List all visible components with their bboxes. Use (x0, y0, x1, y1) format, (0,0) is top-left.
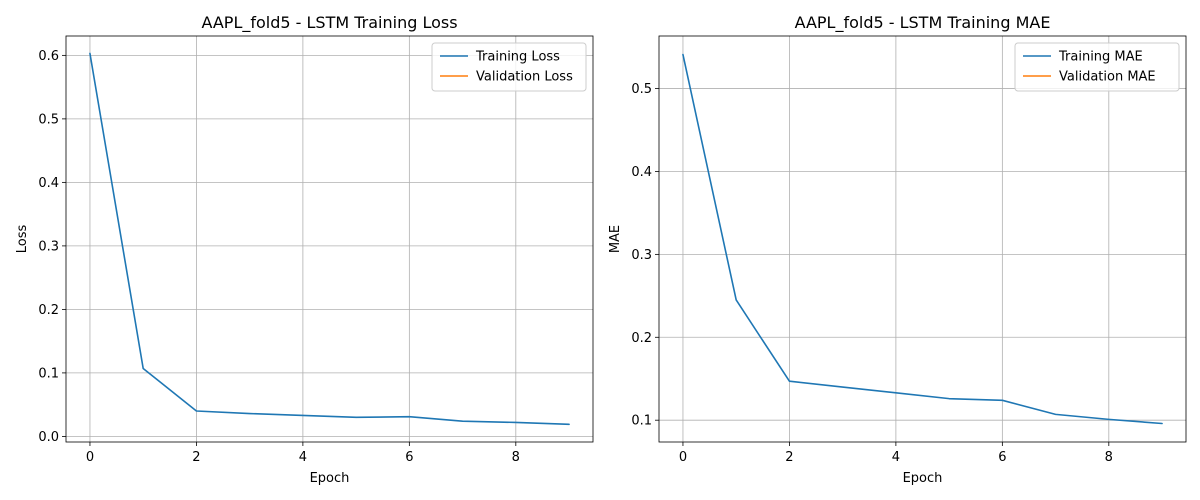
loss-ytick-label-2: 0.2 (38, 303, 59, 318)
mae-legend-box (1014, 42, 1180, 92)
loss-series-training-loss (89, 52, 570, 426)
loss-ytick-label-4: 0.4 (38, 176, 59, 191)
loss-chart-title: AAPL_fold5 - LSTM Training Loss (201, 13, 457, 33)
loss-ytick-label-3: 0.3 (38, 239, 59, 254)
loss-legend-label-validation-loss: Validation Loss (476, 70, 573, 85)
mae-ytick-label-4: 0.5 (631, 82, 652, 97)
loss-x-axis-label: Epoch (310, 471, 350, 486)
loss-legend-label-training-loss: Training Loss (475, 50, 560, 65)
mae-chart-title: AAPL_fold5 - LSTM Training MAE (795, 13, 1051, 33)
loss-ytick-label-1: 0.1 (38, 366, 59, 381)
loss-legend: Training Loss Validation Loss (431, 42, 587, 92)
mae-xtick-label-8: 8 (1105, 450, 1113, 465)
mae-xtick-label-6: 6 (998, 450, 1006, 465)
mae-chart-panel: 0 2 4 6 8 0.1 0.2 0.3 0.4 0.5 AAPL_fold5 - LSTM Tr… (608, 13, 1187, 486)
mae-xtick-label-2: 2 (785, 450, 793, 465)
loss-chart-panel: 0 2 4 6 8 0.0 0.1 0.2 0.3 0.4 0.5 0.6 AAPL_fold5 - L… (15, 13, 594, 486)
mae-ytick-label-2: 0.3 (631, 248, 652, 263)
mae-series-training-mae (682, 53, 1163, 425)
loss-axes-frame (65, 35, 594, 443)
loss-y-axis-label: Loss (15, 225, 30, 254)
mae-legend-label-validation-mae: Validation MAE (1059, 70, 1156, 85)
mae-ytick-label-0: 0.1 (631, 414, 652, 429)
loss-ytick-label-0: 0.0 (38, 430, 59, 445)
loss-xtick-label-8: 8 (512, 450, 520, 465)
mae-y-axis-label: MAE (608, 225, 623, 253)
mae-legend: Training MAE Validation MAE (1014, 42, 1180, 92)
loss-ytick-label-6: 0.6 (38, 49, 59, 64)
mae-ytick-label-1: 0.2 (631, 331, 652, 346)
loss-ytick-label-5: 0.5 (38, 112, 59, 127)
mae-legend-label-training-mae: Training MAE (1058, 50, 1143, 65)
loss-xtick-label-2: 2 (192, 450, 200, 465)
loss-xtick-label-4: 4 (299, 450, 307, 465)
mae-ytick-label-3: 0.4 (631, 165, 652, 180)
mae-xtick-label-0: 0 (679, 450, 687, 465)
mae-xtick-label-4: 4 (892, 450, 900, 465)
loss-xtick-label-0: 0 (86, 450, 94, 465)
loss-xtick-label-6: 6 (405, 450, 413, 465)
loss-legend-box (431, 42, 587, 92)
mae-x-axis-label: Epoch (903, 471, 943, 486)
mae-axes-frame (658, 35, 1187, 443)
